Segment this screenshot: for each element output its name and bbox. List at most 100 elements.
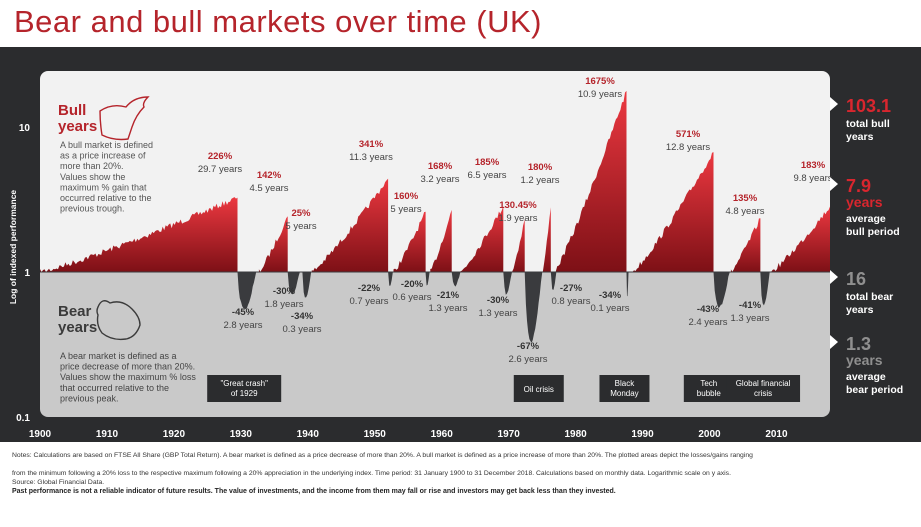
bear-loss-label: -34%	[599, 290, 622, 301]
bull-duration-label: 5 years	[285, 221, 316, 232]
x-tick-label: 1910	[96, 429, 119, 440]
bull-area-2	[258, 216, 288, 272]
bull-gain-label: 160%	[394, 191, 419, 202]
bull-duration-label: 11.3 years	[349, 152, 393, 163]
bull-duration-label: 1.2 years	[520, 175, 559, 186]
bull-desc-line: Values show the	[60, 172, 125, 182]
bull-duration-label: 6.5 years	[467, 170, 506, 181]
event-box	[726, 375, 801, 402]
bear-area-5	[425, 272, 430, 286]
stat-label: total bear	[846, 291, 893, 303]
y-tick-label: 1	[24, 268, 30, 279]
x-tick-label: 2000	[698, 429, 721, 440]
event-label: "Great crash"	[220, 379, 268, 388]
bear-loss-label: -67%	[517, 341, 540, 352]
event-label: of 1929	[231, 389, 258, 398]
y-tick-label: 0.1	[16, 413, 30, 424]
bear-loss-label: -41%	[739, 300, 762, 311]
bull-area-6	[430, 209, 452, 272]
bull-gain-label: 1675%	[585, 76, 615, 87]
bear-loss-label: -27%	[560, 283, 583, 294]
bull-area-1	[40, 197, 238, 272]
stat-value: 16	[846, 269, 866, 289]
x-tick-label: 1980	[564, 429, 587, 440]
event-label: Monday	[610, 389, 638, 398]
event-box	[207, 375, 282, 402]
bull-duration-label: 12.8 years	[666, 142, 711, 153]
stat-value: 1.3	[846, 334, 871, 354]
stat-label: total bull	[846, 118, 890, 130]
bear-area-8	[524, 272, 543, 343]
bull-duration-label: 9.8 years	[793, 173, 832, 184]
x-tick-label: 1950	[364, 429, 387, 440]
event-label: Global financial	[736, 379, 791, 388]
bull-gain-label: 130.45%	[499, 200, 537, 211]
bear-title-1: Bear	[58, 303, 92, 320]
bear-duration-label: 1.3 years	[730, 313, 769, 324]
bull-gain-label: 341%	[359, 139, 384, 150]
bear-loss-label: -21%	[437, 290, 460, 301]
event-box	[599, 375, 650, 402]
bear-icon	[96, 300, 141, 341]
event-box	[513, 375, 564, 402]
bull-area-5	[393, 211, 426, 272]
stat-unit: years	[846, 352, 883, 368]
bull-desc-line: as a price increase of	[60, 151, 146, 161]
bear-duration-label: 0.8 years	[551, 296, 590, 307]
bull-duration-label: 29.7 years	[198, 164, 243, 175]
bull-area-10	[554, 90, 627, 273]
notes-line-2: from the minimum following a 20% loss to…	[12, 470, 731, 477]
stat-pointer	[830, 270, 838, 284]
bear-duration-label: 0.1 years	[590, 303, 629, 314]
bull-gain-label: 183%	[801, 160, 826, 171]
bear-area-1	[237, 272, 257, 310]
bull-desc-line: maximum % gain that	[60, 182, 147, 192]
stat-label: bear period	[846, 384, 903, 396]
bull-gain-label: 180%	[528, 162, 553, 173]
bear-area-4	[388, 272, 393, 286]
x-tick-label: 2010	[765, 429, 788, 440]
bear-loss-label: -43%	[697, 304, 720, 315]
bull-duration-label: 3.2 years	[420, 174, 459, 185]
bear-duration-label: 1.8 years	[264, 299, 303, 310]
bull-desc-line: more than 20%.	[60, 161, 124, 171]
bull-desc-line: previous trough.	[60, 204, 125, 214]
bear-desc-line: price decrease of more than 20%.	[60, 362, 195, 372]
bear-panel-corner	[40, 272, 830, 280]
bear-desc-line: Values show the maximum % loss	[60, 372, 196, 382]
bull-area-12	[730, 218, 761, 272]
bull-title-1: Bull	[58, 102, 86, 119]
bear-loss-label: -22%	[358, 283, 381, 294]
bull-area-13	[771, 206, 830, 272]
bull-area-9	[542, 207, 551, 272]
x-tick-label: 1920	[163, 429, 186, 440]
bear-duration-label: 1.3 years	[428, 303, 467, 314]
x-tick-label: 1930	[230, 429, 253, 440]
notes-source: Source: Global Financial Data.	[12, 479, 105, 486]
event-box	[683, 375, 734, 402]
bull-area-11	[632, 152, 714, 272]
stat-label: average	[846, 371, 886, 383]
bear-duration-label: 0.6 years	[392, 292, 431, 303]
disclaimer: Past performance is not a reliable indic…	[12, 488, 616, 495]
bear-duration-label: 2.4 years	[688, 317, 727, 328]
notes-line-1: Notes: Calculations are based on FTSE Al…	[12, 452, 753, 459]
bull-duration-label: 5 years	[390, 204, 421, 215]
bear-duration-label: 2.8 years	[223, 320, 262, 331]
bull-duration-label: 4.5 years	[249, 183, 288, 194]
bull-duration-label: 10.9 years	[578, 89, 623, 100]
event-label: Black	[615, 379, 636, 388]
stat-label: average	[846, 213, 886, 225]
bull-gain-label: 571%	[676, 129, 701, 140]
stat-pointer	[830, 335, 838, 349]
bear-desc-line: that occurred relative to the	[60, 383, 169, 393]
stat-label: bull period	[846, 226, 900, 238]
bear-duration-label: 0.7 years	[349, 296, 388, 307]
bull-duration-label: 1.9 years	[498, 213, 537, 224]
event-label: Oil crisis	[524, 385, 554, 394]
event-label: crisis	[754, 389, 772, 398]
x-tick-label: 1960	[431, 429, 454, 440]
bull-desc-line: occurred relative to the	[60, 193, 152, 203]
stat-value: 7.9	[846, 176, 871, 196]
